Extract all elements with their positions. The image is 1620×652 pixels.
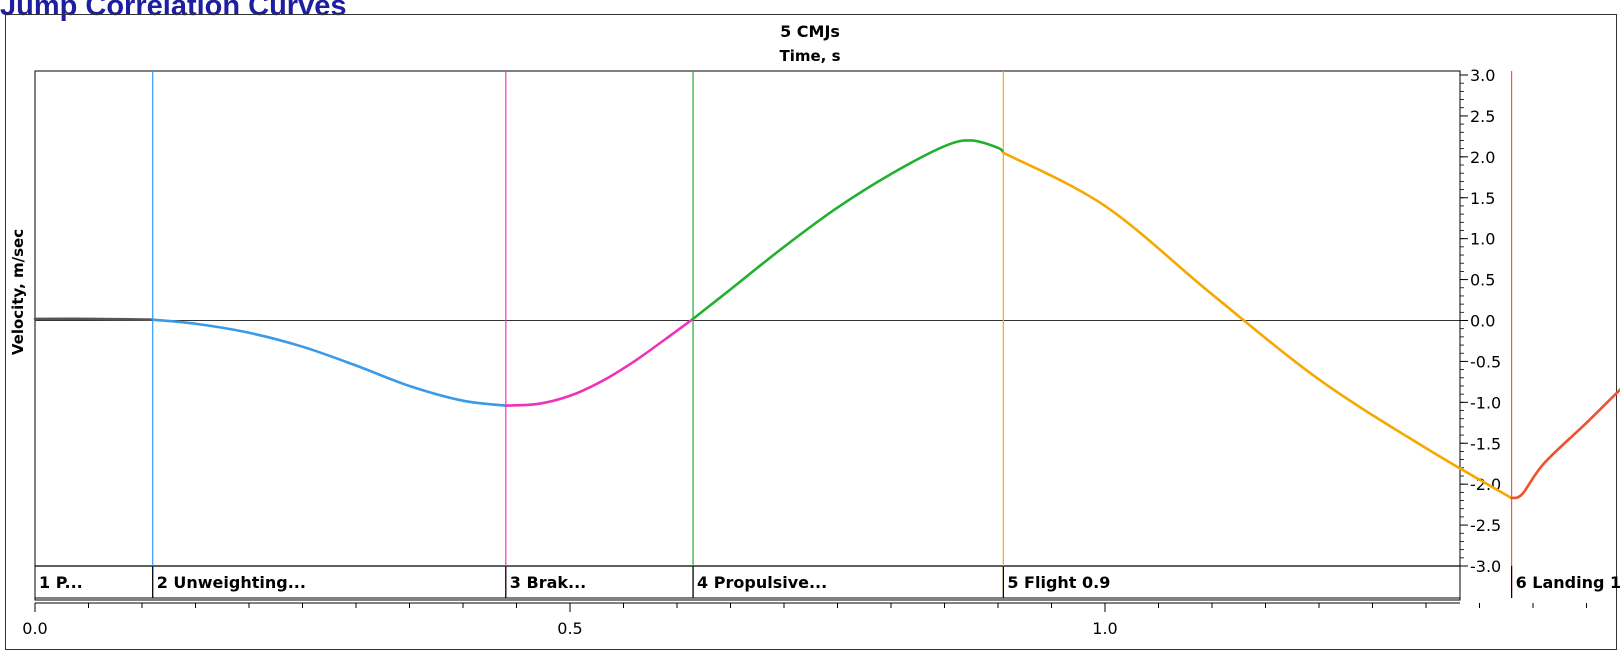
chart-title: 5 CMJs [780, 22, 840, 41]
phase-label-6: 6 Landing 1.4 [1516, 573, 1620, 592]
plot-area [34, 70, 1461, 601]
x-tick-label: 1.0 [1092, 619, 1117, 638]
series-line-1 [33, 317, 154, 321]
phase-label-5: 5 Flight 0.9 [1007, 573, 1110, 592]
y-tick-label: -0.5 [1470, 352, 1501, 371]
series-line-4 [691, 139, 1005, 321]
y-tick-label: 3.0 [1470, 66, 1495, 85]
chart-subtitle: Time, s [779, 47, 840, 65]
x-tick-label: 0.0 [22, 619, 47, 638]
chart-frame [5, 14, 1617, 650]
phase-label-1: 1 P... [39, 573, 83, 592]
series-line-6 [1510, 387, 1620, 500]
y-tick-label: 0.5 [1470, 271, 1495, 290]
y-tick-label: -3.0 [1470, 557, 1501, 576]
phase-label-4: 4 Propulsive... [697, 573, 827, 592]
y-axis-label: Velocity, m/sec [9, 229, 27, 355]
y-tick-label: 0.0 [1470, 312, 1495, 331]
y-tick-label: 1.0 [1470, 230, 1495, 249]
phase-label-3: 3 Brak... [510, 573, 586, 592]
x-tick-label: 0.5 [557, 619, 582, 638]
y-tick-label: -1.0 [1470, 393, 1501, 412]
y-tick-label: 2.5 [1470, 107, 1495, 126]
y-tick-label: -2.5 [1470, 516, 1501, 535]
y-tick-label: 1.5 [1470, 189, 1495, 208]
series-line-3 [504, 317, 695, 407]
y-tick-label: -1.5 [1470, 434, 1501, 453]
series-line-5 [1002, 151, 1513, 500]
y-tick-label: 2.0 [1470, 148, 1495, 167]
series-line-2 [151, 318, 508, 407]
page-title: Jump Correlation Curves [0, 0, 347, 22]
phase-label-2: 2 Unweighting... [157, 573, 306, 592]
